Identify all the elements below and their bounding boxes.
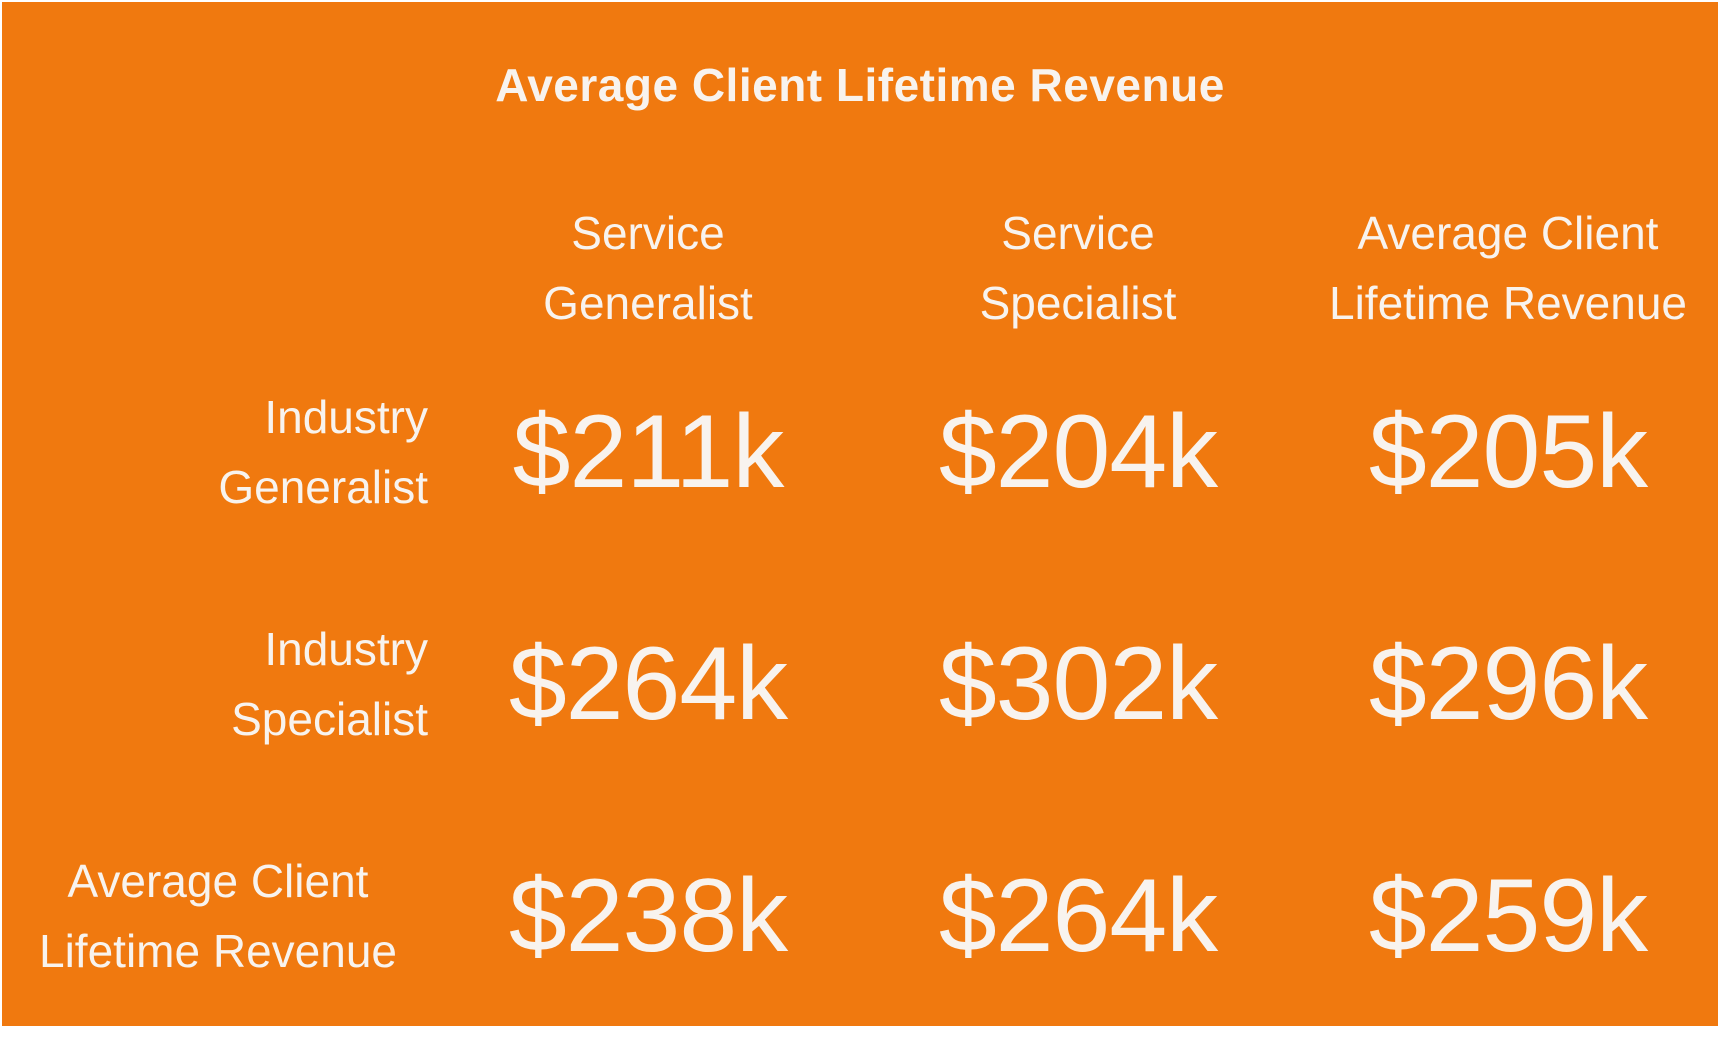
column-header-service-generalist: Service Generalist <box>438 198 858 338</box>
cell-industry-specialist-service-specialist: $302k <box>938 626 1218 742</box>
column-header-line: Service <box>571 207 725 259</box>
cell-industry-generalist-service-generalist: $211k <box>512 394 785 510</box>
column-header-line: Lifetime Revenue <box>1329 277 1687 329</box>
column-header-line: Average Client <box>1357 207 1659 259</box>
row-header-industry-specialist: Industry Specialist <box>8 614 428 754</box>
row-header-line: Industry <box>264 623 428 675</box>
cell-industry-specialist-average: $296k <box>1368 626 1648 742</box>
row-header-line: Lifetime Revenue <box>39 925 397 977</box>
row-header-line: Specialist <box>231 693 428 745</box>
row-header-average: Average Client Lifetime Revenue <box>8 846 428 986</box>
column-header-line: Specialist <box>979 277 1177 329</box>
row-header-line: Generalist <box>218 461 428 513</box>
column-header-line: Generalist <box>543 277 753 329</box>
chart-title: Average Client Lifetime Revenue <box>495 59 1225 111</box>
cell-industry-generalist-service-specialist: $204k <box>938 394 1218 510</box>
column-header-service-specialist: Service Specialist <box>868 198 1288 338</box>
column-header-line: Service <box>1001 207 1155 259</box>
cell-industry-specialist-service-generalist: $264k <box>508 626 788 742</box>
row-header-line: Industry <box>264 391 428 443</box>
cell-average-service-generalist: $238k <box>508 858 788 974</box>
row-header-industry-generalist: Industry Generalist <box>8 382 428 522</box>
cell-industry-generalist-average: $205k <box>1368 394 1648 510</box>
cell-average-service-specialist: $264k <box>938 858 1218 974</box>
row-header-line: Average Client <box>67 855 369 907</box>
column-header-average: Average Client Lifetime Revenue <box>1298 198 1718 338</box>
cell-average-average: $259k <box>1368 858 1648 974</box>
